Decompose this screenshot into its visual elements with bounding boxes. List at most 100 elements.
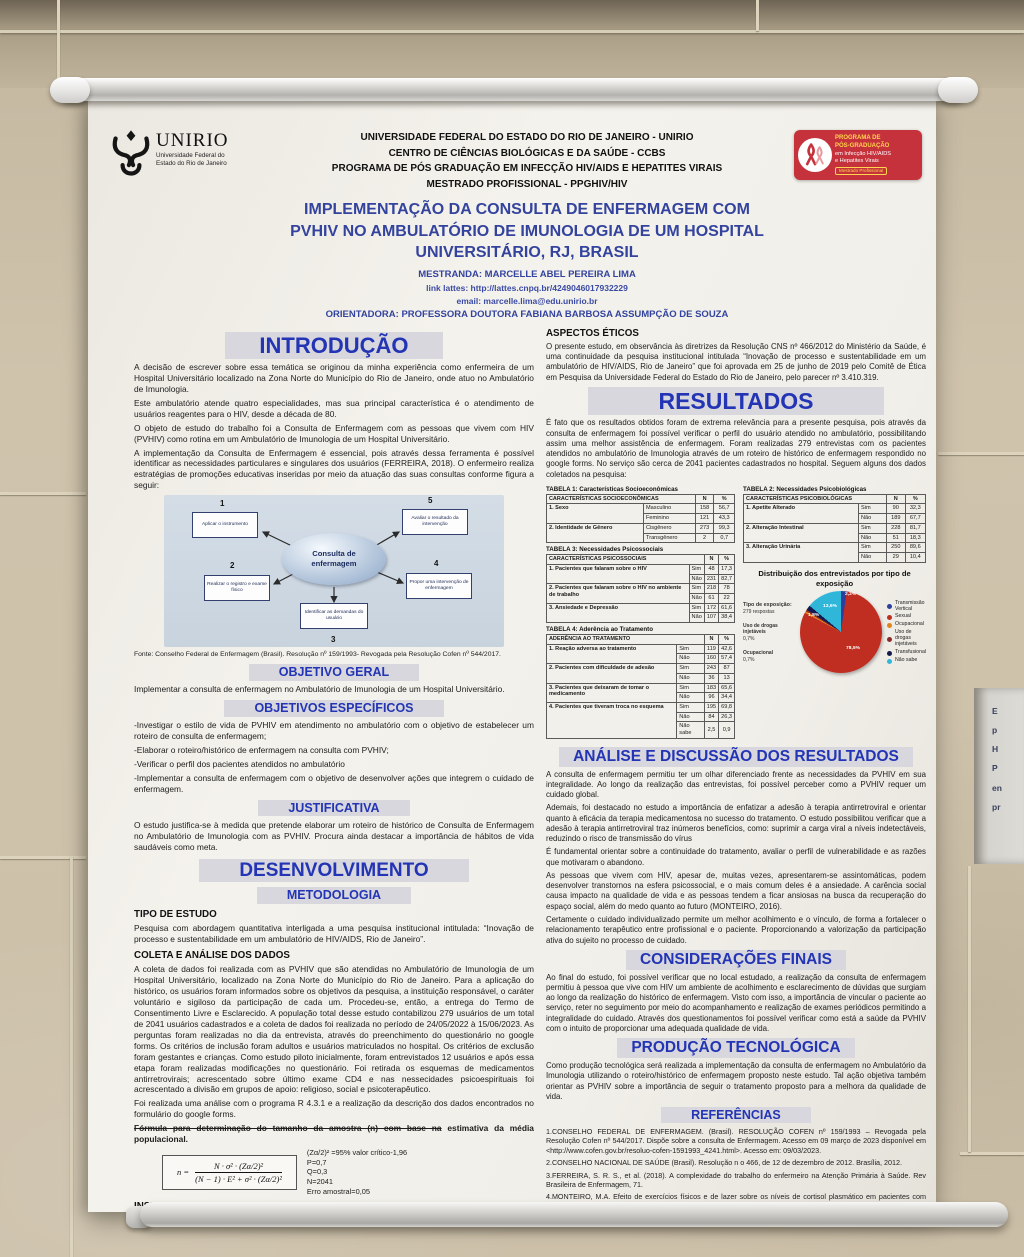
table-cell: % (904, 493, 927, 505)
table-cell: Não (858, 532, 888, 544)
unirio-logo: UNIRIO Universidade Federal do Estado do… (110, 130, 260, 182)
table-cell: 172 (703, 602, 720, 614)
table-cell: 158 (694, 503, 715, 515)
legend-item: Transfusional (887, 649, 926, 656)
table-cell: 13 (718, 672, 736, 684)
formula-param: Erro amostral=0,05 (306, 1186, 370, 1196)
pie-chart-title: Distribuição dos entrevistados por tipo … (758, 568, 911, 588)
data-table: CARACTERÍSTICAS SOCIOECONÔMICAS N% 1. Sexo… (545, 493, 736, 544)
legend-label: Não sabe (895, 657, 918, 664)
table-cell: 2. Pacientes que falaram sobre o HIV no … (545, 583, 690, 604)
adjacent-poster-text-fragment: H (992, 744, 999, 755)
table-cell: Não (676, 672, 705, 684)
table-cell: 1. Apetite Alterado (743, 503, 860, 524)
legend-item: Uso de drogas injetáveis (887, 629, 926, 648)
table-cell: 42,6 (718, 643, 736, 655)
table-cell: 1. Pacientes que falaram sobre o HIV (545, 563, 690, 585)
pie-slice-label: 2,2% (845, 592, 857, 598)
table-cell: Sim (676, 701, 705, 713)
tables-left-stack: TABELA 1: Características Socioeconômica… (545, 483, 736, 739)
table-cell: Cisgênero (643, 522, 696, 534)
table-cell: Feminino (643, 513, 696, 524)
table-cell: 17,3 (718, 563, 736, 575)
table-cell: 243 (703, 663, 720, 674)
table-cell: Transgênero (643, 532, 696, 544)
legend-item: Ocupacional (887, 621, 926, 628)
table-cell: Não (688, 612, 705, 624)
poster-header: UNIRIO Universidade Federal do Estado do… (88, 96, 936, 322)
section-heading-referencias: REFERÊNCIAS (661, 1107, 811, 1124)
table-cell: 81,7 (904, 522, 927, 534)
table-cell: 90 (886, 503, 906, 515)
table1-caption: TABELA 1: Características Socioeconômica… (545, 485, 678, 493)
section-heading-resultados: RESULTADOS (588, 386, 884, 416)
institution-line: MESTRADO PROFISSIONAL - PPGHIV/HIV (426, 178, 628, 190)
table-cell: CARACTERÍSTICAS PSICOBIOLÓGICAS (743, 493, 888, 505)
institution-line: CENTRO DE CIÊNCIAS BIOLÓGICAS E DA SAÚDE… (388, 147, 666, 159)
table2: CARACTERÍSTICAS PSICOBIOLÓGICAS N% 1. Apet… (743, 493, 927, 563)
badge-line: PÓS-GRADUAÇÃO (835, 142, 890, 149)
paragraph: É fundamental orientar sobre a continuid… (545, 847, 926, 867)
adjacent-poster-text-fragment: en (992, 782, 1002, 793)
formula-denominator: (N − 1) · E² + σ² · (Zα/2)² (195, 1173, 282, 1184)
table-cell: Sim (688, 583, 705, 594)
formula-n: n = (177, 1167, 190, 1178)
poster-bottom-roller (140, 1202, 1008, 1227)
table-cell: 69,8 (718, 701, 736, 713)
table3: CARACTERÍSTICAS PSICOSSOCIAIS N% 1. Pacien… (545, 554, 736, 624)
tile-grout-line (70, 856, 73, 1257)
table-cell: Sim (858, 522, 888, 534)
diagram-step-number: 3 (330, 635, 336, 645)
badge-tag: Mestrado Profissional (835, 167, 888, 176)
analise-paragraphs: A consulta de enfermagem permitiu ter um… (546, 770, 926, 946)
formula-box: n = N · σ² · (Zα/2)² (N − 1) · E² + σ² ·… (162, 1154, 297, 1190)
pie-slice-label: 78,5% (846, 646, 860, 652)
table-cell: Sim (676, 643, 705, 655)
left-column: INTRODUÇÃO A decisão de escrever sobre e… (134, 328, 534, 1212)
table-cell: 3. Alteração Urinária (743, 542, 860, 563)
section-heading-introducao: INTRODUÇÃO (225, 331, 443, 360)
table-cell: 189 (886, 513, 906, 524)
tile-grout-line (57, 0, 60, 88)
table-cell: 2. Pacientes com dificuldade de adesão (545, 663, 678, 684)
aspectos-eticos-text: O presente estudo, em observância às dir… (545, 341, 926, 382)
legend-label: Ocupacional (895, 621, 924, 628)
callout-value: 0,7% (743, 656, 755, 663)
table-cell: 3. Pacientes que deixaram de tomar o med… (545, 682, 678, 703)
adjacent-poster-text-fragment: p (992, 725, 998, 736)
callout-value: 0,7% (743, 636, 755, 643)
table-cell: Sim (676, 682, 705, 694)
table-cell: 2,5 (703, 721, 720, 739)
section-heading-analise: ANÁLISE E DISCUSSÃO DOS RESULTADOS (559, 746, 913, 767)
table-cell: Masculino (643, 503, 696, 515)
badge-text: PROGRAMA DE PÓS-GRADUAÇÃO em Infecção HI… (835, 135, 891, 176)
ppghiv-badge-icon (798, 138, 832, 173)
table-cell: N (694, 493, 715, 505)
table-cell: 84 (703, 711, 720, 723)
legend-label: Sexual (895, 613, 911, 620)
table-cell: Sim (688, 602, 705, 614)
mestranda-line: MESTRANDA: MARCELLE ABEL PEREIRA LIMA (418, 268, 636, 280)
tile-grout-line (0, 492, 86, 495)
table-cell: 2 (694, 532, 715, 544)
page-title: IMPLEMENTAÇÃO DA CONSULTA DE ENFERMAGEM … (290, 201, 764, 262)
right-column: ASPECTOS ÉTICOS O presente estudo, em ob… (545, 328, 927, 1212)
wall-top-tiles (0, 0, 1024, 88)
ppghiv-program-badge: PROGRAMA DE PÓS-GRADUAÇÃO em Infecção HI… (794, 130, 922, 181)
table-cell: Não (676, 653, 705, 665)
legend-label: Uso de drogas injetáveis (895, 629, 917, 648)
table-cell: 2. Alteração Intestinal (743, 522, 860, 544)
table-cell: 67,7 (904, 513, 927, 524)
legend-item: Transmissão Vertical (887, 600, 926, 613)
legend-color-dot (887, 658, 893, 664)
table-cell: 65,6 (718, 682, 736, 694)
adjacent-poster-text-fragment: pr (992, 801, 1001, 812)
adjacent-poster-text-fragment: E (992, 706, 998, 716)
table-cell: 29 (886, 551, 906, 563)
paragraph: A implementação da Consulta de Enfermage… (134, 447, 534, 491)
table-cell: Não (676, 692, 705, 703)
roller-end-cap (938, 77, 978, 103)
paragraph: Ademais, foi destacado no estudo a impor… (545, 803, 926, 844)
pie-note-value: 279 respostas (743, 608, 775, 615)
intro-paragraphs: A decisão de escrever sobre essa temátic… (134, 362, 534, 491)
